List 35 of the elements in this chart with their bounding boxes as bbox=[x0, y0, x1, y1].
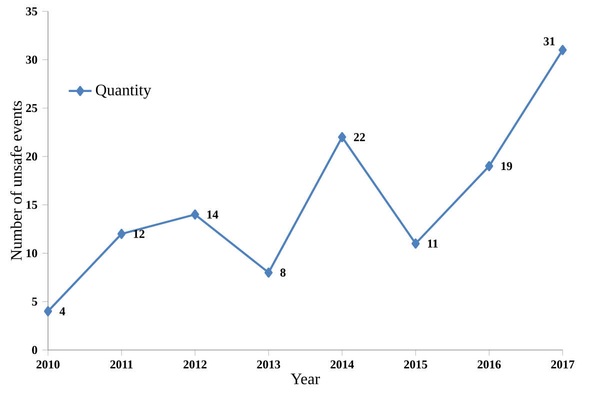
data-label: 22 bbox=[354, 133, 365, 142]
data-label: 11 bbox=[428, 240, 438, 248]
y-tick-label: 25 bbox=[26, 104, 38, 112]
data-label: 31 bbox=[544, 37, 555, 46]
data-label: 8 bbox=[280, 268, 286, 277]
legend-label: Quantity bbox=[96, 84, 152, 99]
x-tick-label: 2017 bbox=[551, 360, 574, 368]
y-tick-label: 35 bbox=[26, 7, 38, 16]
y-tick-label: 0 bbox=[32, 346, 38, 354]
point bbox=[412, 238, 420, 249]
point bbox=[338, 132, 346, 142]
data-label: 19 bbox=[501, 162, 512, 170]
point bbox=[558, 44, 567, 56]
point bbox=[485, 161, 494, 172]
point bbox=[264, 268, 273, 278]
point bbox=[190, 209, 200, 220]
x-tick-label: 2014 bbox=[330, 360, 354, 368]
data-label: 12 bbox=[134, 230, 144, 238]
y-tick-label: 20 bbox=[26, 152, 38, 161]
x-axis-title: Year bbox=[290, 374, 320, 384]
y-tick-label: 30 bbox=[26, 56, 38, 64]
x-tick-label: 2016 bbox=[478, 360, 501, 368]
data-label: 14 bbox=[207, 210, 218, 218]
x-tick-label: 2013 bbox=[257, 360, 280, 368]
point bbox=[44, 306, 52, 316]
x-tick-label: 2012 bbox=[184, 360, 207, 368]
x-tick-label: 2011 bbox=[110, 360, 133, 368]
x-tick-label: 2010 bbox=[36, 360, 60, 368]
point bbox=[117, 228, 126, 239]
y-axis-title: Number of unsafe events bbox=[10, 101, 22, 260]
y-tick-label: 15 bbox=[26, 200, 38, 209]
y-tick-label: 5 bbox=[32, 298, 38, 306]
y-tick-label: 10 bbox=[26, 249, 38, 258]
x-tick-label: 2015 bbox=[404, 360, 428, 368]
data-label: 4 bbox=[60, 307, 66, 316]
